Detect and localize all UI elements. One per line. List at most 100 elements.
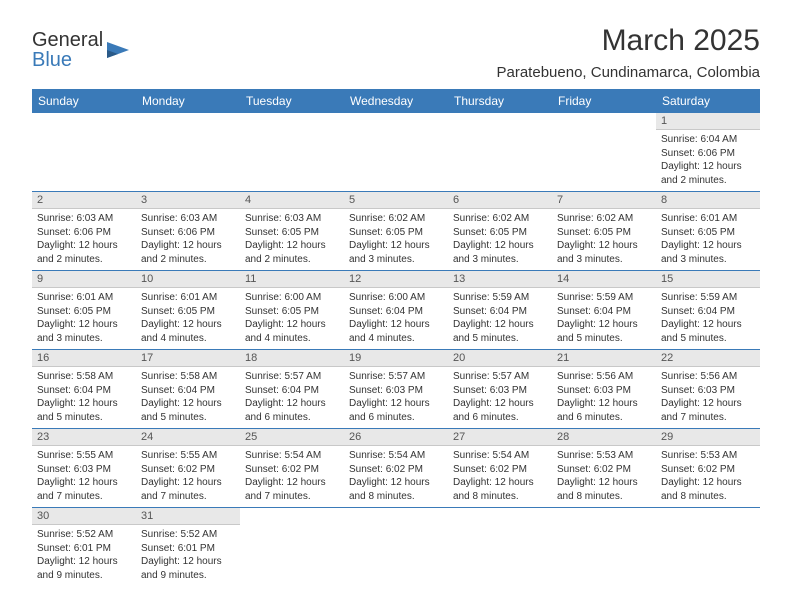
day-number: 3 [136,192,240,209]
calendar-day-cell: 25Sunrise: 5:54 AMSunset: 6:02 PMDayligh… [240,429,344,508]
day-number: 30 [32,508,136,525]
weekday-header: Sunday [32,89,136,113]
sunrise-text: Sunrise: 5:54 AM [453,449,547,463]
daylight-text: Daylight: 12 hours and 6 minutes. [245,397,339,424]
calendar-day-cell: 19Sunrise: 5:57 AMSunset: 6:03 PMDayligh… [344,350,448,429]
day-number: 19 [344,350,448,367]
sunset-text: Sunset: 6:01 PM [141,542,235,556]
logo-part2: Blue [32,49,72,71]
calendar-day-cell: 1Sunrise: 6:04 AMSunset: 6:06 PMDaylight… [656,113,760,192]
calendar-day-cell: 28 Sunrise: 5:53 AMSunset: 6:02 PMDayligh… [552,429,656,508]
day-details: Sunrise: 6:01 AMSunset: 6:05 PMDaylight:… [32,288,136,349]
day-number: 27 [448,429,552,446]
calendar-day-cell: 23Sunrise: 5:55 AMSunset: 6:03 PMDayligh… [32,429,136,508]
calendar-day-cell: 11Sunrise: 6:00 AMSunset: 6:05 PMDayligh… [240,271,344,350]
day-details: Sunrise: 5:52 AMSunset: 6:01 PMDaylight:… [136,525,240,586]
sunset-text: Sunset: 6:05 PM [245,305,339,319]
calendar-week-row: 9Sunrise: 6:01 AMSunset: 6:05 PMDaylight… [32,271,760,350]
daylight-text: Daylight: 12 hours and 2 minutes. [661,160,755,187]
daylight-text: Daylight: 12 hours and 9 minutes. [141,555,235,582]
day-details: Sunrise: 5:59 AMSunset: 6:04 PMDaylight:… [552,288,656,349]
daylight-text: Daylight: 12 hours and 2 minutes. [37,239,131,266]
sunset-text: Sunset: 6:02 PM [557,463,651,477]
day-details: Sunrise: 5:55 AMSunset: 6:02 PMDaylight:… [136,446,240,507]
day-details: Sunrise: 6:00 AMSunset: 6:04 PMDaylight:… [344,288,448,349]
calendar-week-row: ............1Sunrise: 6:04 AMSunset: 6:0… [32,113,760,192]
daylight-text: Daylight: 12 hours and 6 minutes. [453,397,547,424]
day-number: 6 [448,192,552,209]
sunrise-text: Sunrise: 6:02 AM [557,212,651,226]
day-details: Sunrise: 6:00 AMSunset: 6:05 PMDaylight:… [240,288,344,349]
sunset-text: Sunset: 6:05 PM [557,226,651,240]
daylight-text: Daylight: 12 hours and 8 minutes. [557,476,651,503]
sunset-text: Sunset: 6:02 PM [453,463,547,477]
day-number: 18 [240,350,344,367]
day-number: 23 [32,429,136,446]
day-details: Sunrise: 6:03 AMSunset: 6:05 PMDaylight:… [240,209,344,270]
daylight-text: Daylight: 12 hours and 7 minutes. [141,476,235,503]
day-details: Sunrise: 5:56 AMSunset: 6:03 PMDaylight:… [656,367,760,428]
logo: General Blue [32,30,131,70]
day-details: Sunrise: 6:03 AMSunset: 6:06 PMDaylight:… [32,209,136,270]
calendar-day-cell: .. [552,508,656,587]
logo-flag-icon [105,40,131,60]
sunset-text: Sunset: 6:04 PM [141,384,235,398]
day-number: 24 [136,429,240,446]
calendar-day-cell: 21Sunrise: 5:56 AMSunset: 6:03 PMDayligh… [552,350,656,429]
sunrise-text: Sunrise: 6:02 AM [349,212,443,226]
calendar-day-cell: .. [240,113,344,192]
day-number: 28 [552,429,656,446]
calendar-day-cell: .. [656,508,760,587]
sunrise-text: Sunrise: 5:57 AM [349,370,443,384]
day-number: 12 [344,271,448,288]
calendar-table: SundayMondayTuesdayWednesdayThursdayFrid… [32,89,760,586]
sunset-text: Sunset: 6:06 PM [37,226,131,240]
calendar-day-cell: 2Sunrise: 6:03 AMSunset: 6:06 PMDaylight… [32,192,136,271]
calendar-day-cell: 18Sunrise: 5:57 AMSunset: 6:04 PMDayligh… [240,350,344,429]
day-number: 13 [448,271,552,288]
sunrise-text: Sunrise: 6:03 AM [37,212,131,226]
calendar-day-cell: 22Sunrise: 5:56 AMSunset: 6:03 PMDayligh… [656,350,760,429]
calendar-day-cell: .. [136,113,240,192]
sunset-text: Sunset: 6:02 PM [349,463,443,477]
weekday-header: Saturday [656,89,760,113]
day-details: Sunrise: 6:04 AMSunset: 6:06 PMDaylight:… [656,130,760,191]
day-number: 16 [32,350,136,367]
sunset-text: Sunset: 6:05 PM [245,226,339,240]
daylight-text: Daylight: 12 hours and 8 minutes. [349,476,443,503]
daylight-text: Daylight: 12 hours and 5 minutes. [37,397,131,424]
day-details: Sunrise: 5:58 AMSunset: 6:04 PMDaylight:… [32,367,136,428]
sunrise-text: Sunrise: 6:00 AM [245,291,339,305]
sunrise-text: Sunrise: 5:54 AM [245,449,339,463]
sunset-text: Sunset: 6:04 PM [349,305,443,319]
calendar-day-cell: .. [448,113,552,192]
daylight-text: Daylight: 12 hours and 4 minutes. [245,318,339,345]
day-details: Sunrise: 5:57 AMSunset: 6:04 PMDaylight:… [240,367,344,428]
sunset-text: Sunset: 6:04 PM [453,305,547,319]
sunset-text: Sunset: 6:03 PM [349,384,443,398]
calendar-day-cell: 13Sunrise: 5:59 AMSunset: 6:04 PMDayligh… [448,271,552,350]
day-details: Sunrise: 5:53 AMSunset: 6:02 PMDaylight:… [656,446,760,507]
sunset-text: Sunset: 6:05 PM [37,305,131,319]
logo-text: General Blue [32,30,103,70]
day-details: Sunrise: 6:02 AMSunset: 6:05 PMDaylight:… [344,209,448,270]
daylight-text: Daylight: 12 hours and 3 minutes. [453,239,547,266]
calendar-day-cell: 29Sunrise: 5:53 AMSunset: 6:02 PMDayligh… [656,429,760,508]
day-number: 22 [656,350,760,367]
weekday-header: Thursday [448,89,552,113]
day-details: Sunrise: 5:59 AMSunset: 6:04 PMDaylight:… [656,288,760,349]
sunset-text: Sunset: 6:04 PM [245,384,339,398]
day-number: 25 [240,429,344,446]
calendar-day-cell: 10Sunrise: 6:01 AMSunset: 6:05 PMDayligh… [136,271,240,350]
sunrise-text: Sunrise: 6:03 AM [141,212,235,226]
header: General Blue March 2025 Paratebueno, Cun… [32,24,760,81]
sunset-text: Sunset: 6:02 PM [141,463,235,477]
sunrise-text: Sunrise: 5:57 AM [245,370,339,384]
sunrise-text: Sunrise: 5:53 AM [557,449,651,463]
day-details: Sunrise: 6:01 AMSunset: 6:05 PMDaylight:… [656,209,760,270]
calendar-week-row: 2Sunrise: 6:03 AMSunset: 6:06 PMDaylight… [32,192,760,271]
calendar-day-cell: .. [448,508,552,587]
calendar-day-cell: 5Sunrise: 6:02 AMSunset: 6:05 PMDaylight… [344,192,448,271]
day-details: Sunrise: 6:02 AMSunset: 6:05 PMDaylight:… [448,209,552,270]
day-details: Sunrise: 5:55 AMSunset: 6:03 PMDaylight:… [32,446,136,507]
